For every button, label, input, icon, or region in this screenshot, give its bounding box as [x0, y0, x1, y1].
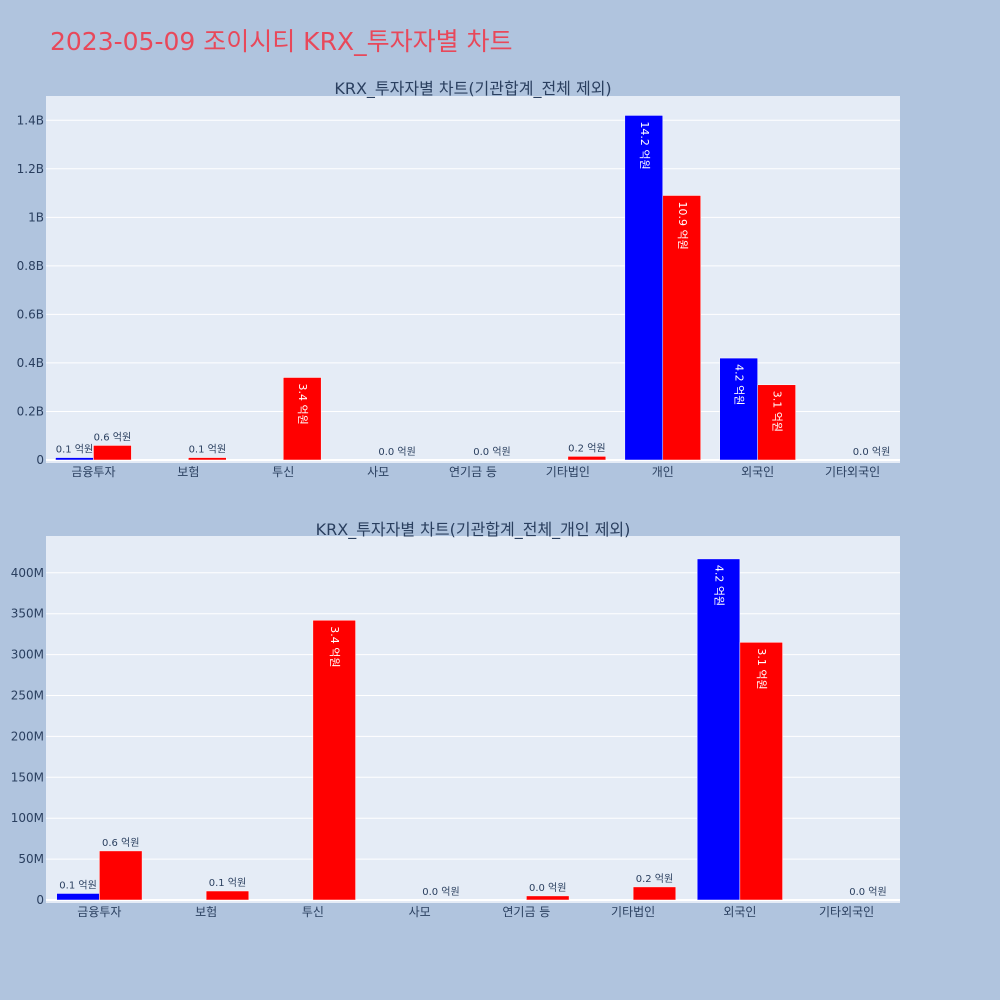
x-tick-label: 사모	[367, 465, 389, 479]
data-label: 0.2 억원	[636, 873, 673, 885]
y-tick-label: 0.8B	[17, 259, 44, 273]
data-label: 3.4 억원	[328, 626, 341, 667]
chart-title: KRX_투자자별 차트(기관합계_전체_개인 제외)	[316, 520, 631, 540]
bar	[696, 558, 741, 901]
data-label: 3.1 억원	[771, 391, 784, 432]
bar	[312, 620, 356, 901]
x-tick-label: 투신	[302, 905, 324, 919]
y-tick-label: 100M	[11, 811, 44, 825]
y-tick-label: 0.2B	[17, 404, 44, 418]
x-tick-label: 보험	[177, 465, 199, 479]
bar	[93, 445, 132, 461]
x-tick-label: 외국인	[741, 465, 774, 479]
data-label: 0.0 억원	[853, 446, 890, 458]
bar	[99, 850, 143, 901]
data-label: 0.1 억원	[209, 877, 246, 889]
data-label: 3.4 억원	[296, 383, 309, 424]
bar	[662, 195, 701, 461]
data-label: 0.2 억원	[568, 442, 605, 454]
page-title: 2023-05-09 조이시티 KRX_투자자별 차트	[50, 27, 513, 56]
bar	[757, 384, 796, 461]
y-tick-label: 0.4B	[17, 356, 44, 370]
bar	[719, 357, 758, 461]
data-label: 4.2 억원	[733, 364, 746, 405]
y-tick-label: 400M	[11, 566, 44, 580]
data-label: 0.6 억원	[102, 837, 139, 849]
data-label: 14.2 억원	[638, 121, 651, 169]
data-label: 0.1 억원	[56, 444, 93, 456]
y-tick-label: 0	[36, 453, 44, 467]
y-tick-label: 0.6B	[17, 307, 44, 321]
bar	[632, 886, 677, 901]
x-tick-label: 기타법인	[546, 465, 590, 479]
x-tick-label: 기타법인	[611, 905, 655, 919]
bar	[282, 377, 322, 461]
data-label: 0.0 억원	[473, 446, 510, 458]
data-label: 0.0 억원	[378, 446, 415, 458]
data-label: 0.0 억원	[529, 882, 566, 894]
data-label: 0.1 억원	[59, 879, 96, 891]
bar	[739, 642, 783, 901]
y-tick-label: 300M	[11, 648, 44, 662]
data-label: 10.9 억원	[676, 201, 689, 249]
x-tick-label: 기타외국인	[825, 465, 880, 479]
bar	[205, 890, 250, 901]
x-tick-label: 사모	[409, 905, 431, 919]
y-tick-label: 150M	[11, 770, 44, 784]
y-tick-label: 1B	[28, 210, 44, 224]
chart-title: KRX_투자자별 차트(기관합계_전체 제외)	[334, 79, 611, 99]
data-label: 0.0 억원	[422, 886, 459, 898]
y-tick-label: 1.2B	[17, 162, 44, 176]
x-tick-label: 외국인	[723, 905, 756, 919]
x-tick-label: 보험	[195, 905, 217, 919]
y-tick-label: 0	[36, 893, 44, 907]
data-label: 4.2 억원	[713, 565, 726, 606]
x-tick-label: 기타외국인	[819, 905, 874, 919]
y-tick-label: 1.4B	[17, 113, 44, 127]
x-tick-label: 금융투자	[71, 465, 115, 479]
x-tick-label: 투신	[272, 465, 294, 479]
bar	[188, 457, 227, 461]
bar	[56, 893, 100, 901]
x-tick-label: 연기금 등	[449, 465, 497, 479]
x-tick-label: 금융투자	[77, 905, 121, 919]
data-label: 3.1 억원	[755, 648, 768, 689]
bar	[567, 456, 607, 461]
bar	[526, 895, 570, 901]
bar	[624, 115, 664, 461]
y-tick-label: 50M	[18, 852, 44, 866]
x-tick-label: 개인	[652, 465, 674, 479]
y-tick-label: 250M	[11, 689, 44, 703]
data-label: 0.0 억원	[849, 886, 886, 898]
x-tick-label: 연기금 등	[502, 905, 550, 919]
chart-investors-all: 0 0.2B 0.4B 0.6B 0.8B 1B 1.2B 1.4B KRX_투자자별 차트(기…	[17, 79, 900, 479]
data-label: 0.6 억원	[94, 431, 131, 443]
data-label: 0.1 억원	[189, 444, 226, 456]
y-tick-label: 350M	[11, 607, 44, 621]
y-tick-label: 200M	[11, 729, 44, 743]
